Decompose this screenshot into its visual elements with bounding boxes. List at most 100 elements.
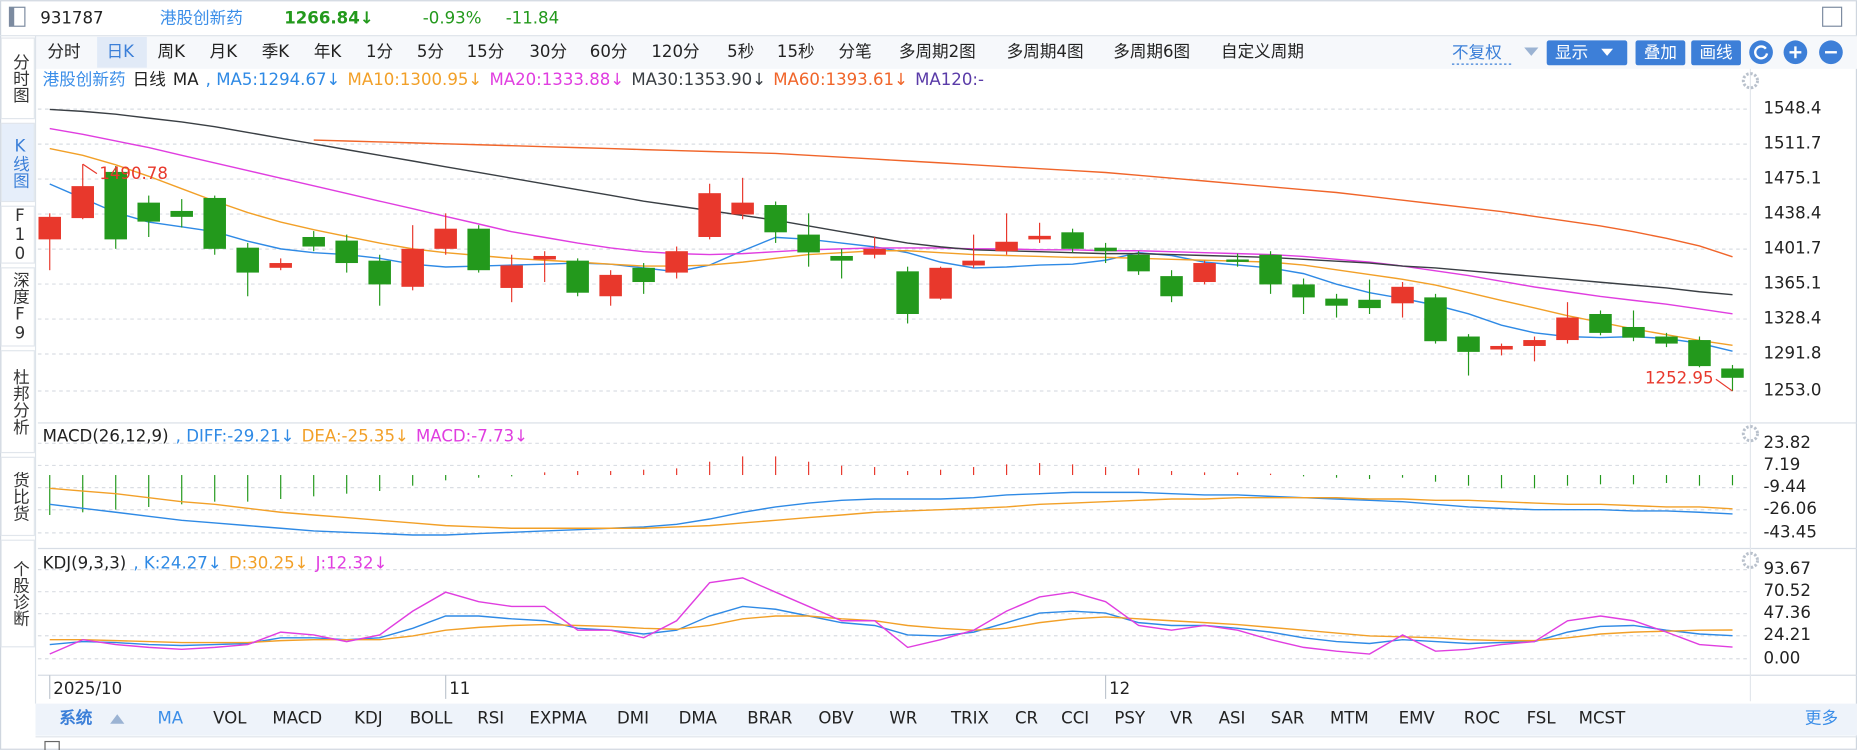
side-tab[interactable] [0, 37, 35, 120]
indicator-tab[interactable]: MA [158, 709, 184, 728]
settings-icon[interactable] [1741, 72, 1759, 90]
period-tab[interactable]: 分笔 [838, 42, 871, 61]
period-tab[interactable]: 多周期6图 [1113, 42, 1190, 61]
stock-name[interactable]: 港股创新药 [160, 9, 243, 28]
candle-body [1358, 299, 1381, 309]
y-tick-label: 1328.4 [1763, 309, 1821, 328]
period-tab[interactable]: 5秒 [727, 42, 754, 61]
indicator-tab[interactable]: CCI [1061, 709, 1089, 728]
period-tab[interactable]: 多周期2图 [899, 42, 976, 61]
window-toggle[interactable] [1822, 6, 1843, 27]
side-tab-label: 深度F9 [10, 271, 29, 343]
candle-body [1259, 254, 1282, 285]
candle-body [533, 255, 556, 260]
period-tab[interactable]: 15分 [467, 42, 505, 61]
settings-icon[interactable] [1741, 425, 1759, 443]
indicator-tab[interactable]: MCST [1579, 709, 1626, 728]
indicator-tab[interactable]: VR [1170, 709, 1193, 728]
period-tab[interactable]: 120分 [651, 42, 699, 61]
indicator-tab[interactable]: CR [1015, 709, 1039, 728]
legend-item: MACD:-7.73↓ [416, 427, 528, 446]
candle-body [1589, 313, 1612, 333]
indicator-tab[interactable]: OBV [818, 709, 854, 728]
indicator-tab[interactable]: EXPMA [529, 709, 587, 728]
candle-body [1028, 235, 1051, 240]
candle-body [1193, 263, 1216, 283]
more-tab[interactable]: 更多 [1805, 709, 1838, 728]
candle-body [698, 193, 721, 237]
indicator-tab[interactable]: MTM [1330, 709, 1369, 728]
period-tab[interactable]: 60分 [590, 42, 628, 61]
change-pct: -0.93% [423, 9, 482, 28]
y-tick-label: 1365.1 [1763, 274, 1821, 293]
side-tab-label: 个股诊断 [10, 560, 29, 627]
period-tab[interactable]: 年K [314, 42, 343, 61]
indicator-tab[interactable]: KDJ [354, 709, 383, 728]
tab-selected-bg [97, 36, 147, 68]
y-tick-label: 7.19 [1763, 455, 1800, 474]
period-tabs: 分时 日K 周K 月K 季K 年K 1分 5分 15分 30分 60分 120分 5秒 15秒 分笔 多周期2… [47, 36, 1304, 68]
checkbox[interactable] [44, 740, 60, 750]
period-tab[interactable]: 分时 [47, 42, 80, 61]
system-tab[interactable]: 系统 [59, 708, 93, 728]
side-tab[interactable] [0, 456, 35, 537]
indicator-tab[interactable]: BRAR [747, 709, 793, 728]
button[interactable] [1635, 40, 1686, 66]
icon-button[interactable] [1749, 40, 1773, 65]
period-tab[interactable]: 日K [107, 42, 136, 61]
period-tab[interactable]: 季K [262, 42, 291, 61]
period-tab[interactable]: 1分 [366, 42, 393, 61]
indicator-tab[interactable]: RSI [477, 709, 504, 728]
button-label: 叠加 [1644, 43, 1677, 62]
indicator-tab[interactable]: WR [889, 709, 917, 728]
indicator-tab[interactable]: FSL [1527, 709, 1557, 728]
indicator-tab[interactable]: PSY [1114, 709, 1146, 728]
period-tab[interactable]: 5分 [417, 42, 444, 61]
candle-body [797, 234, 820, 253]
indicator-tab[interactable]: MACD [272, 709, 322, 728]
y-tick-label: -26.06 [1763, 499, 1816, 518]
indicator-tab[interactable]: EMV [1399, 709, 1436, 728]
adjust-dropdown[interactable]: 不复权 [1452, 43, 1502, 62]
indicator-tab[interactable]: TRIX [950, 709, 989, 728]
period-tab[interactable]: 月K [210, 42, 239, 61]
side-tab[interactable] [0, 122, 35, 203]
period-tab[interactable]: 多周期4图 [1007, 42, 1084, 61]
indicator-tab[interactable]: BOLL [410, 709, 453, 728]
candle-body [500, 265, 523, 288]
indicator-line [49, 491, 1733, 536]
side-tab[interactable] [0, 205, 35, 264]
button[interactable] [1691, 40, 1741, 66]
dropdown-arrow [1524, 47, 1539, 56]
candle-body [1523, 340, 1546, 346]
legend-item: DEA:-25.35↓ [302, 427, 409, 446]
indicator-tab[interactable]: DMA [679, 709, 718, 728]
legend-item: 港股创新药 [43, 70, 126, 89]
y-tick-label: 24.21 [1763, 625, 1810, 644]
indicator-tab[interactable]: DMI [617, 709, 649, 728]
x-tick-label: 11 [449, 679, 470, 698]
indicator-tab[interactable]: SAR [1271, 709, 1305, 728]
y-tick-label: 0.00 [1763, 648, 1800, 667]
candle-body [1226, 259, 1249, 262]
button[interactable] [1546, 40, 1628, 66]
indicator-tab[interactable]: ASI [1219, 709, 1246, 728]
indicator-tab[interactable]: ROC [1464, 709, 1500, 728]
indicator-tab[interactable]: VOL [213, 709, 247, 728]
period-tab[interactable]: 15秒 [777, 42, 815, 61]
period-tab[interactable]: 周K [158, 42, 187, 61]
period-tab[interactable]: 30分 [529, 42, 567, 61]
settings-icon[interactable] [1741, 551, 1759, 569]
candle-body [302, 236, 325, 247]
side-tab[interactable] [0, 539, 35, 648]
side-tab[interactable] [0, 267, 35, 347]
legend-item: MA60:1393.61↓ [773, 70, 908, 89]
side-tab[interactable] [0, 350, 35, 454]
candle-body [566, 260, 589, 293]
y-tick-label: 1401.7 [1763, 239, 1821, 258]
candle-body [38, 216, 61, 240]
period-tab[interactable]: 自定义周期 [1221, 42, 1304, 61]
high-pointer [82, 163, 98, 175]
